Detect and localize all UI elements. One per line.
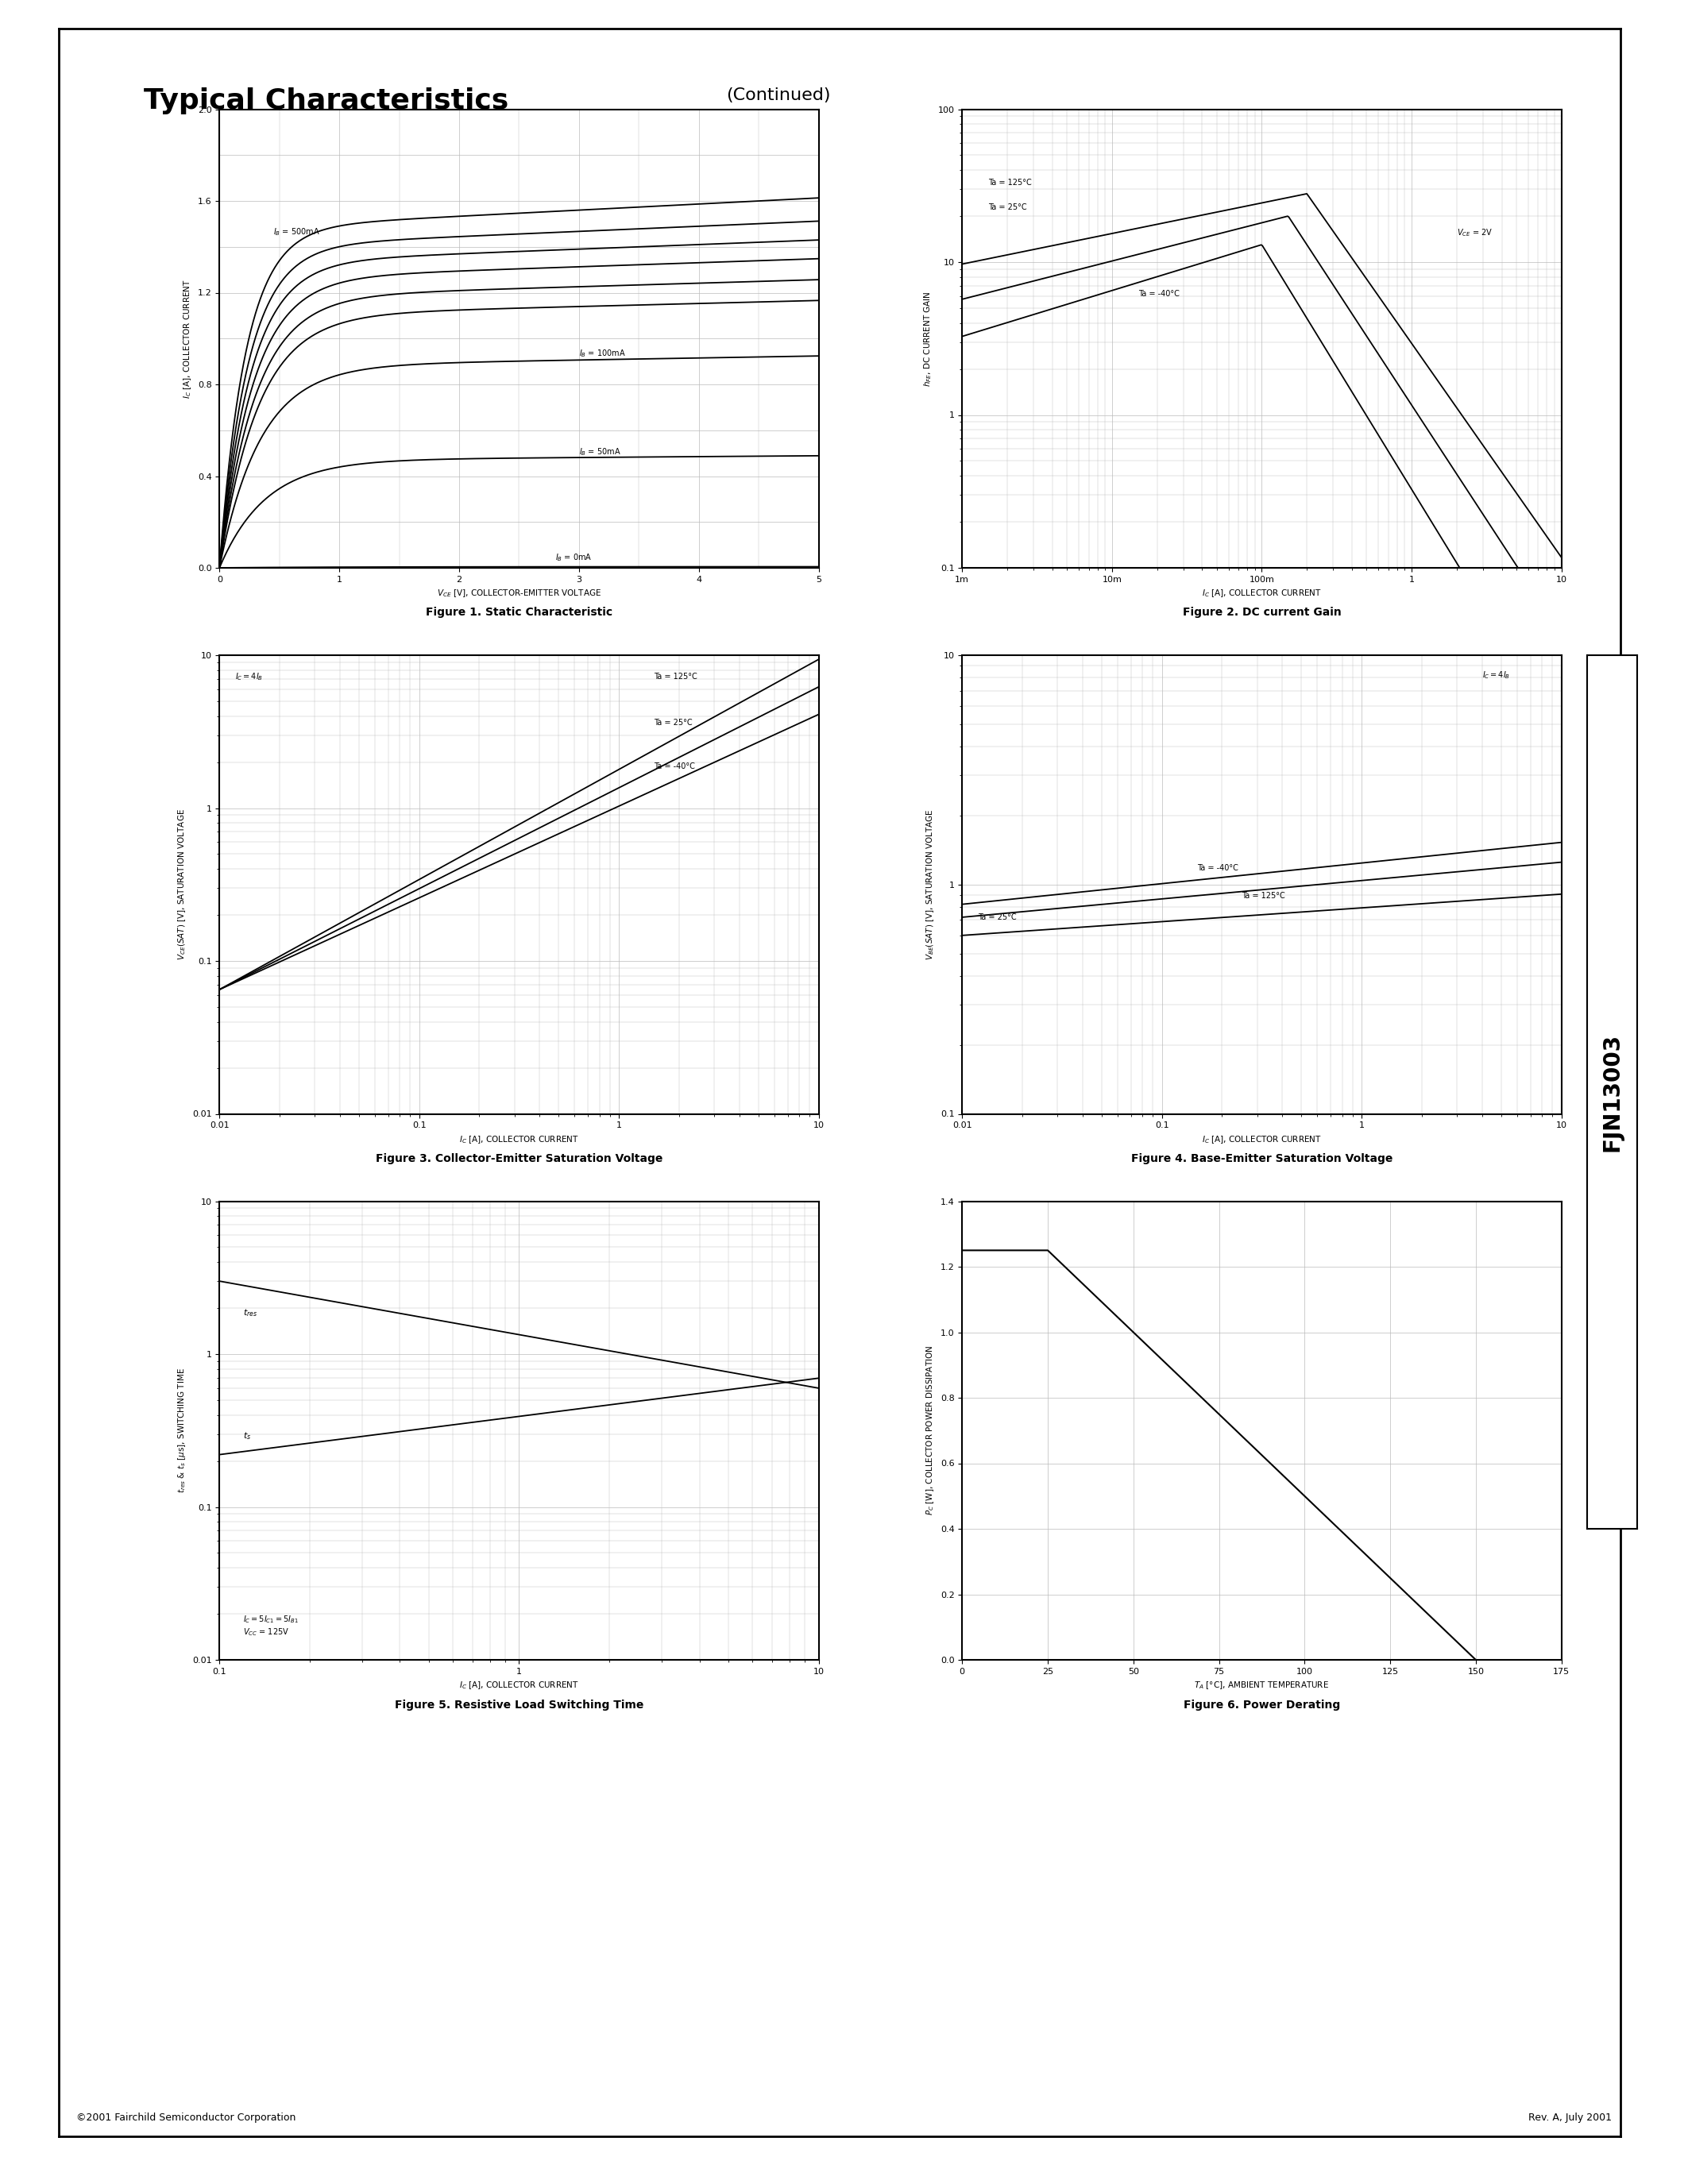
Text: Ta = 125°C: Ta = 125°C bbox=[989, 179, 1031, 186]
Y-axis label: $t_{res}$ & $t_s$ [$\mu$s], SWITCHING TIME: $t_{res}$ & $t_s$ [$\mu$s], SWITCHING TI… bbox=[177, 1367, 187, 1494]
Text: $I_B$ = 50mA: $I_B$ = 50mA bbox=[579, 448, 621, 459]
X-axis label: $V_{CE}$ [V], COLLECTOR-EMITTER VOLTAGE: $V_{CE}$ [V], COLLECTOR-EMITTER VOLTAGE bbox=[437, 587, 601, 598]
Text: ©2001 Fairchild Semiconductor Corporation: ©2001 Fairchild Semiconductor Corporatio… bbox=[76, 2112, 295, 2123]
Text: Figure 5. Resistive Load Switching Time: Figure 5. Resistive Load Switching Time bbox=[395, 1699, 643, 1710]
Text: Ta = 25°C: Ta = 25°C bbox=[655, 719, 692, 727]
Y-axis label: $h_{FE}$, DC CURRENT GAIN: $h_{FE}$, DC CURRENT GAIN bbox=[922, 290, 933, 387]
X-axis label: $T_A$ [°C], AMBIENT TEMPERATURE: $T_A$ [°C], AMBIENT TEMPERATURE bbox=[1195, 1679, 1328, 1690]
X-axis label: $I_C$ [A], COLLECTOR CURRENT: $I_C$ [A], COLLECTOR CURRENT bbox=[1202, 587, 1322, 598]
Text: $I_C = 4 I_B$: $I_C = 4 I_B$ bbox=[1482, 670, 1509, 681]
Y-axis label: $V_{BE}(SAT)$ [V], SATURATION VOLTAGE: $V_{BE}(SAT)$ [V], SATURATION VOLTAGE bbox=[925, 808, 937, 961]
Text: $I_C = 5I_{C1} = 5I_{B1}$
$V_{CC}$ = 125V: $I_C = 5I_{C1} = 5I_{B1}$ $V_{CC}$ = 125… bbox=[243, 1614, 299, 1638]
Text: $I_B$ = 100mA: $I_B$ = 100mA bbox=[579, 347, 626, 358]
Text: $I_C = 4 I_B$: $I_C = 4 I_B$ bbox=[235, 670, 263, 681]
Text: Typical Characteristics: Typical Characteristics bbox=[143, 87, 508, 114]
Y-axis label: $I_C$ [A], COLLECTOR CURRENT: $I_C$ [A], COLLECTOR CURRENT bbox=[182, 280, 192, 397]
Text: $I_B$ = 500mA: $I_B$ = 500mA bbox=[273, 227, 321, 238]
Text: Figure 4. Base-Emitter Saturation Voltage: Figure 4. Base-Emitter Saturation Voltag… bbox=[1131, 1153, 1393, 1164]
Text: FJN13003: FJN13003 bbox=[1600, 1033, 1624, 1151]
Y-axis label: $V_{CE}(SAT)$ [V], SATURATION VOLTAGE: $V_{CE}(SAT)$ [V], SATURATION VOLTAGE bbox=[177, 808, 187, 961]
X-axis label: $I_C$ [A], COLLECTOR CURRENT: $I_C$ [A], COLLECTOR CURRENT bbox=[1202, 1133, 1322, 1144]
Text: Figure 1. Static Characteristic: Figure 1. Static Characteristic bbox=[425, 607, 613, 618]
Text: Ta = 125°C: Ta = 125°C bbox=[1241, 891, 1285, 900]
X-axis label: $I_C$ [A], COLLECTOR CURRENT: $I_C$ [A], COLLECTOR CURRENT bbox=[459, 1679, 579, 1690]
Text: Ta = -40°C: Ta = -40°C bbox=[1138, 290, 1180, 297]
Text: (Continued): (Continued) bbox=[726, 87, 830, 103]
Y-axis label: $P_C$ [W], COLLECTOR POWER DISSIPATION: $P_C$ [W], COLLECTOR POWER DISSIPATION bbox=[925, 1345, 935, 1516]
Text: Figure 2. DC current Gain: Figure 2. DC current Gain bbox=[1182, 607, 1340, 618]
Text: Figure 6. Power Derating: Figure 6. Power Derating bbox=[1183, 1699, 1340, 1710]
Text: $I_B$ = 0mA: $I_B$ = 0mA bbox=[555, 553, 592, 563]
Text: $V_{CE}$ = 2V: $V_{CE}$ = 2V bbox=[1457, 227, 1492, 238]
Text: Ta = 25°C: Ta = 25°C bbox=[989, 203, 1028, 212]
Text: Ta = 125°C: Ta = 125°C bbox=[655, 673, 697, 681]
Text: Figure 3. Collector-Emitter Saturation Voltage: Figure 3. Collector-Emitter Saturation V… bbox=[375, 1153, 663, 1164]
X-axis label: $I_C$ [A], COLLECTOR CURRENT: $I_C$ [A], COLLECTOR CURRENT bbox=[459, 1133, 579, 1144]
Text: $t_s$: $t_s$ bbox=[243, 1431, 252, 1441]
Text: Ta = -40°C: Ta = -40°C bbox=[655, 762, 695, 771]
Text: $t_{res}$: $t_{res}$ bbox=[243, 1306, 258, 1319]
Text: Ta = 25°C: Ta = 25°C bbox=[977, 913, 1016, 922]
Text: Rev. A, July 2001: Rev. A, July 2001 bbox=[1529, 2112, 1612, 2123]
Text: Ta = -40°C: Ta = -40°C bbox=[1197, 865, 1239, 871]
